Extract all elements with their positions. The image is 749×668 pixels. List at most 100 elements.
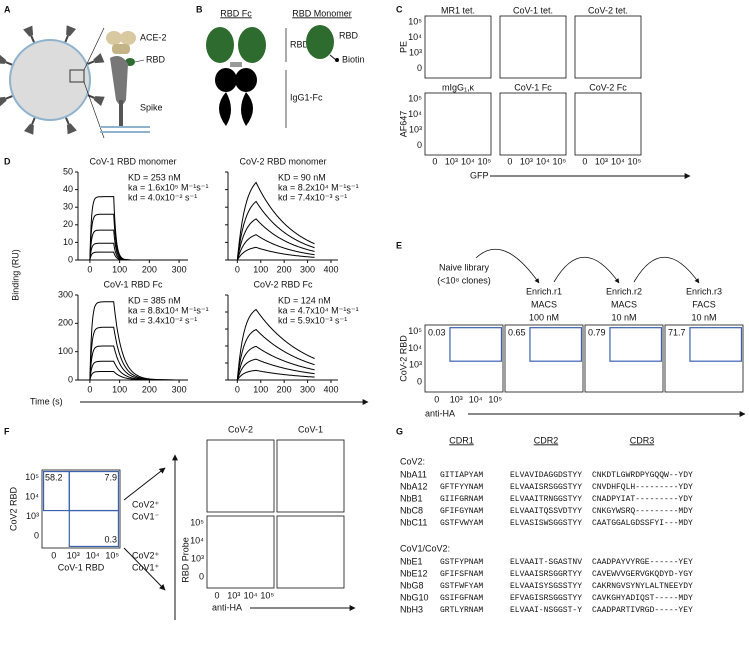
label: RBD <box>290 39 310 49</box>
event-dot <box>423 376 424 377</box>
sequence: ELVAAISRSGGRTYY <box>510 570 582 579</box>
sensorgram <box>228 369 315 381</box>
x-tick-label: 10³ <box>450 394 463 404</box>
y-tick-label: 0 <box>417 140 422 150</box>
plot-title: CoV-2 RBD Fc <box>253 279 313 289</box>
panel-label: G <box>396 426 403 436</box>
x-tick-label: 200 <box>277 264 292 274</box>
sequence: GSIFGFNAM <box>440 594 483 603</box>
y-axis-label: Binding (RU) <box>10 249 20 301</box>
label: RBD <box>339 30 359 40</box>
kinetics: kd = 4.0x10⁻² s⁻¹ <box>128 192 197 202</box>
y-tick-label: 30 <box>63 202 73 212</box>
spike-stem <box>5 95 13 100</box>
step-label: Naive library <box>439 262 490 272</box>
y-tick-label: 0 <box>199 572 204 582</box>
y-tick-label: 10³ <box>409 360 422 370</box>
y-tick-label: 10⁴ <box>408 32 422 42</box>
y-tick-label: 10³ <box>191 554 204 564</box>
sensorgram <box>78 196 188 261</box>
x-tick-label: 100 <box>253 264 268 274</box>
sensorgram <box>228 200 315 261</box>
y-tick-label: 10³ <box>409 125 422 135</box>
spike-head <box>23 25 34 37</box>
x-tick-label: 400 <box>323 264 338 274</box>
spike-head <box>66 25 76 37</box>
x-tick-label: 10³ <box>595 156 608 166</box>
x-tick-label: 10⁴ <box>611 156 625 166</box>
event-dot <box>423 375 424 376</box>
y-axis-label: CoV-2 RBD <box>398 335 408 382</box>
plot-frame <box>276 515 345 589</box>
step-label: MACS <box>611 299 637 309</box>
plot-frame <box>499 92 567 156</box>
x-tick-label: 10³ <box>520 156 533 166</box>
kinetics: KD = 385 nM <box>128 295 181 305</box>
quadrant-percent: 58.2 <box>45 472 63 482</box>
kinetics: kd = 7.4x10⁻³ s⁻¹ <box>278 192 347 202</box>
x-tick-label: 10⁵ <box>260 590 274 600</box>
sequence: EFVAGISRSGGSTYY <box>510 594 582 603</box>
x-tick-label: 400 <box>323 384 338 394</box>
sequence: CAVEWVVGERVGKQDYD-YGY <box>592 570 693 579</box>
step-label: 10 nM <box>611 312 636 322</box>
clone-name: NbH3 <box>400 604 423 614</box>
y-tick-label: 10³ <box>409 48 422 58</box>
panel-label: C <box>396 4 403 14</box>
x-tick-label: 200 <box>277 384 292 394</box>
gate-arrow <box>123 547 166 591</box>
x-tick-label: 10⁴ <box>244 590 258 600</box>
column-header: CDR2 <box>534 435 559 445</box>
event-dot <box>496 143 497 144</box>
plot-title: CoV-1 Fc <box>514 82 552 92</box>
sequence: GSTFWFYAM <box>440 582 483 591</box>
x-tick-label: 100 <box>253 384 268 394</box>
sensorgram <box>228 328 315 381</box>
x-tick-label: 200 <box>142 264 157 274</box>
gate-label: CoV1⁺ <box>132 562 160 572</box>
quadrant-percent: 0.3 <box>104 534 117 544</box>
sequence: CAVKGHYADIQST-----MDY <box>592 594 693 603</box>
x-tick-label: 300 <box>300 384 315 394</box>
y-tick-label: 10⁴ <box>408 109 422 119</box>
x-tick-label: 0 <box>582 156 587 166</box>
step-label: Enrich.r3 <box>686 286 722 296</box>
x-axis-label: Time (s) <box>30 396 63 406</box>
label: RBD <box>146 54 166 64</box>
sequence: GIIFGRNAM <box>440 495 483 504</box>
kinetics: ka = 4.7x10⁴ M⁻¹s⁻¹ <box>278 305 359 315</box>
gate-percent: 0.65 <box>508 327 526 337</box>
gate-label: CoV2⁺ <box>132 550 160 560</box>
event-dot <box>733 321 735 323</box>
column-header: CDR1 <box>449 435 474 445</box>
linker <box>329 54 337 61</box>
kinetics: ka = 8.2x10⁴ M⁻¹s⁻¹ <box>278 182 359 192</box>
spike-stalk <box>119 100 123 126</box>
group-label: CoV2: <box>400 456 425 466</box>
sensorgram <box>228 234 315 261</box>
event-dot <box>346 494 347 495</box>
event-dot <box>205 498 206 499</box>
y-axis-label: RBD Probe <box>180 537 190 583</box>
step-label: Enrich.r1 <box>526 286 562 296</box>
sensorgram <box>78 251 188 261</box>
x-tick-label: 0 <box>235 264 240 274</box>
plot-frame <box>424 324 504 393</box>
x-tick-label: 10⁴ <box>536 156 550 166</box>
x-tick-label: 0 <box>215 590 220 600</box>
spike-head <box>24 123 34 135</box>
column-title: RBD Fc <box>220 8 252 18</box>
plot-frame <box>574 15 642 79</box>
spike-stem <box>87 60 95 65</box>
gate-label: CoV2⁺ <box>132 499 160 509</box>
spike-icon <box>65 117 77 135</box>
clone-name: NbE1 <box>400 556 423 566</box>
spike-stem <box>31 117 36 125</box>
x-tick-label: 300 <box>172 384 187 394</box>
sequence: GSTFVWYAM <box>440 519 483 528</box>
spike-stem <box>30 35 35 43</box>
x-axis-label: GFP <box>470 170 489 180</box>
gate-arrow <box>123 467 166 501</box>
x-tick-label: 100 <box>112 264 127 274</box>
y-tick-label: 10⁵ <box>408 94 422 104</box>
